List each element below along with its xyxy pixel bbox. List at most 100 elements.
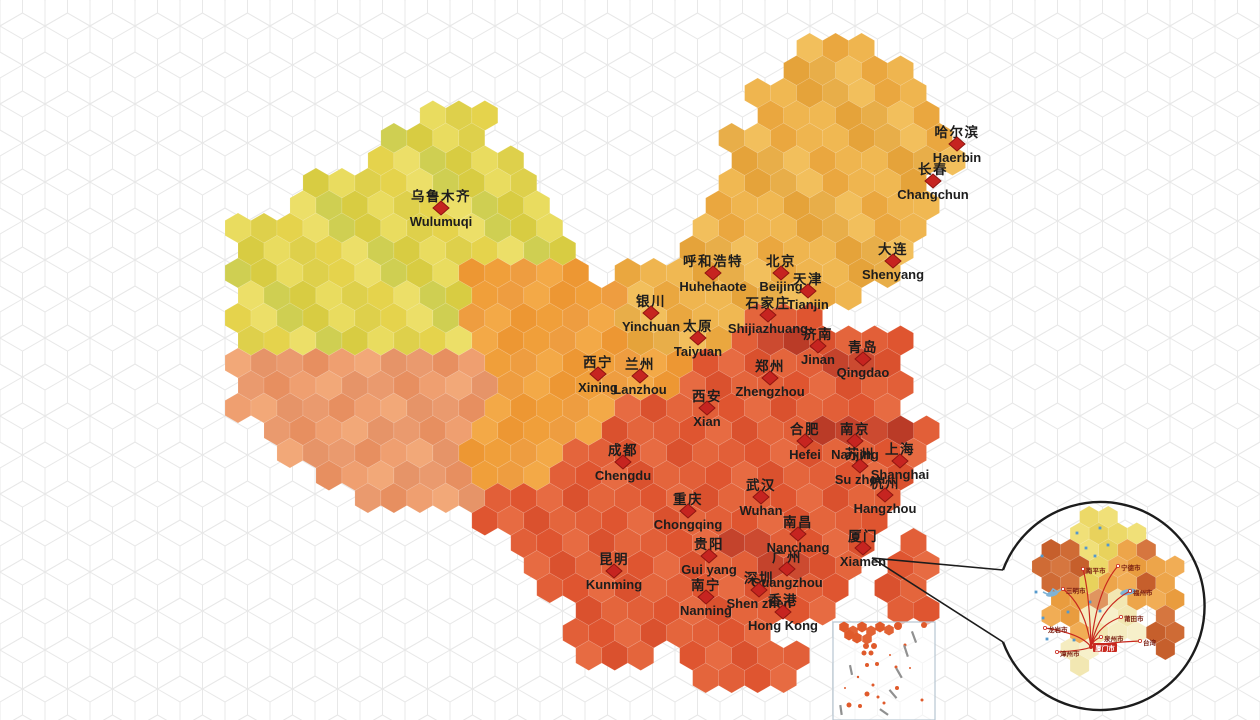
island-dot (876, 695, 880, 699)
city-marker-icon[interactable] (778, 561, 796, 577)
inset-city-label: 泉州市 (1104, 634, 1124, 643)
hex-tile (887, 370, 914, 401)
city-label-zh: 南京 (840, 421, 870, 437)
city-shijiazhuang[interactable]: 石家庄 Shijiazhuang (728, 295, 808, 336)
city-qingdao[interactable]: 青岛 Qingdao (837, 339, 890, 380)
poi-blue-dot (1098, 609, 1102, 613)
water-shape (1046, 591, 1058, 597)
city-marker-icon[interactable] (697, 589, 715, 605)
city-marker-icon[interactable] (605, 563, 623, 579)
city-nanchang[interactable]: 南昌 Nanchang (767, 514, 830, 555)
city-marker-icon[interactable] (589, 366, 607, 382)
city-shen-zhen[interactable]: 深圳 Shen zhen (726, 570, 791, 611)
city-marker-icon[interactable] (846, 433, 864, 449)
city-hong-kong[interactable]: 香港 Hong Kong (748, 592, 818, 633)
city-huhehaote[interactable]: 呼和浩特 Huhehaote (679, 253, 746, 294)
city-beijing[interactable]: 北京 Beijing (759, 253, 802, 294)
city-tianjin[interactable]: 天津 Tianjin (787, 271, 829, 312)
city-label-en: Su zhou (835, 472, 886, 487)
city-marker-icon[interactable] (614, 454, 632, 470)
inset-city-dot (1055, 650, 1060, 655)
city-marker-icon[interactable] (891, 453, 909, 469)
city-su-zhou[interactable]: 苏州 Su zhou (835, 446, 886, 487)
city-marker-icon[interactable] (948, 136, 966, 152)
city-gui-yang[interactable]: 贵阳 Gui yang (681, 536, 737, 577)
city-wuhan[interactable]: 武汉 Wuhan (739, 477, 782, 518)
city-marker-icon[interactable] (704, 265, 722, 281)
city-chongqing[interactable]: 重庆 Chongqing (654, 491, 723, 532)
city-label-zh: 南昌 (783, 514, 813, 530)
city-marker-icon[interactable] (796, 433, 814, 449)
city-label-en: Tianjin (787, 297, 829, 312)
nine-dash-segment (888, 689, 898, 699)
city-marker-icon[interactable] (789, 526, 807, 542)
hex-tile (913, 415, 940, 446)
city-label-zh: 香港 (767, 592, 798, 608)
city-changchun[interactable]: 长春 Changchun (897, 161, 969, 202)
island-dot (858, 704, 862, 708)
city-label-en: Chengdu (595, 468, 651, 483)
south-china-sea-inset (832, 621, 936, 720)
city-hefei[interactable]: 合肥 Hefei (789, 421, 821, 462)
city-marker-icon[interactable] (432, 200, 450, 216)
city-xian[interactable]: 西安 Xian (692, 388, 722, 429)
city-marker-icon[interactable] (884, 253, 902, 269)
island-dot (909, 667, 911, 669)
city-guangzhou[interactable]: 广州 Guangzhou (751, 549, 823, 590)
city-marker-icon[interactable] (851, 458, 869, 474)
city-nanjing[interactable]: 南京 Nanjing (831, 421, 879, 462)
city-kunming[interactable]: 昆明 Kunming (586, 552, 642, 592)
city-haerbin[interactable]: 哈尔滨 Haerbin (933, 124, 981, 165)
city-marker-icon[interactable] (854, 351, 872, 367)
city-label-en: Taiyuan (674, 344, 722, 359)
inset-city-label: 宁德市 (1121, 563, 1141, 572)
city-marker-icon[interactable] (799, 283, 817, 299)
city-marker-icon[interactable] (809, 338, 827, 354)
city-marker-icon[interactable] (854, 540, 872, 556)
city-marker-icon[interactable] (876, 487, 894, 503)
city-marker-icon[interactable] (631, 368, 649, 384)
city-marker-icon[interactable] (642, 305, 660, 321)
city-lanzhou[interactable]: 兰州 Lanzhou (613, 356, 666, 397)
city-marker-icon[interactable] (752, 489, 770, 505)
city-yinchuan[interactable]: 银川 Yinchuan (622, 293, 680, 334)
nine-dash-segment (910, 630, 918, 644)
city-xining[interactable]: 西宁 Xining (578, 354, 618, 395)
city-marker-icon[interactable] (750, 582, 768, 598)
city-label-zh: 大连 (878, 241, 908, 257)
inset-xiamen-label: 厦门市 (1095, 644, 1115, 653)
city-nanning[interactable]: 南宁 Nanning (680, 577, 732, 618)
city-chengdu[interactable]: 成都 Chengdu (595, 442, 651, 483)
city-label-zh: 郑州 (755, 358, 785, 374)
city-marker-icon[interactable] (679, 503, 697, 519)
city-marker-icon[interactable] (700, 548, 718, 564)
city-marker-icon[interactable] (774, 604, 792, 620)
city-hangzhou[interactable]: 杭州 Hangzhou (854, 475, 917, 516)
city-taiyuan[interactable]: 太原 Taiyuan (674, 318, 722, 359)
island-dot (863, 643, 869, 649)
city-marker-icon[interactable] (698, 400, 716, 416)
city-xiamen[interactable]: 厦门 Xiamen (840, 528, 886, 569)
city-marker-icon[interactable] (759, 307, 777, 323)
poi-blue-dot (1088, 600, 1092, 604)
city-label-en: Shenyang (862, 267, 924, 282)
island-dot (921, 622, 927, 628)
city-marker-icon[interactable] (761, 370, 779, 386)
route-curve (1062, 588, 1092, 648)
city-label-zh: 广州 (772, 549, 802, 565)
city-label-en: Jinan (801, 352, 835, 367)
hex-tile (835, 280, 862, 311)
city-marker-icon[interactable] (689, 330, 707, 346)
city-label-zh: 昆明 (599, 552, 629, 567)
city-jinan[interactable]: 济南 Jinan (801, 326, 835, 367)
city-wulumuqi[interactable]: 乌鲁木齐 Wulumuqi (410, 188, 473, 229)
city-marker-icon[interactable] (772, 265, 790, 281)
inset-city-label: 福州市 (1132, 588, 1153, 597)
city-shanghai[interactable]: 上海 Shanghai (871, 441, 930, 482)
island-dot (920, 698, 924, 702)
hex-tile (887, 325, 914, 356)
city-marker-icon[interactable] (924, 173, 942, 189)
city-label-zh: 西安 (692, 388, 722, 404)
city-zhengzhou[interactable]: 郑州 Zhengzhou (735, 358, 804, 399)
city-shenyang[interactable]: 大连 Shenyang (862, 241, 924, 282)
